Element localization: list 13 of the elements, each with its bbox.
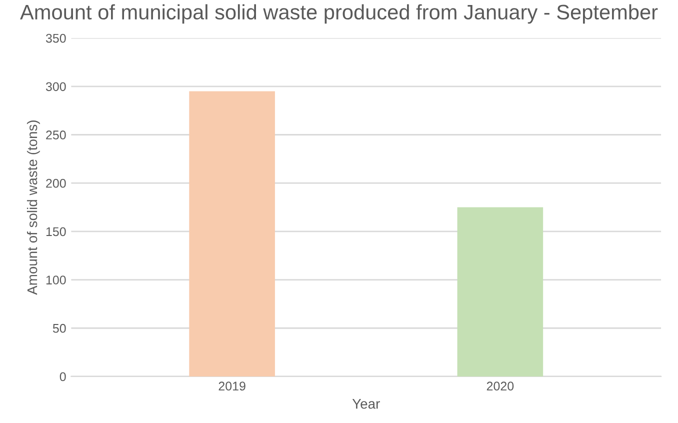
y-tick-label: 50 <box>52 324 66 333</box>
chart-title: Amount of municipal solid waste produced from January - September <box>20 4 658 24</box>
y-axis-title: Amount of solid waste (tons) <box>26 120 40 295</box>
x-tick-label: 2019 <box>218 382 246 391</box>
y-tick-label: 150 <box>46 227 66 236</box>
x-tick-label: 2020 <box>486 382 514 391</box>
y-tick-label: 350 <box>46 34 66 43</box>
x-axis-title: Year <box>352 399 380 409</box>
y-tick-label: 0 <box>60 372 66 382</box>
y-tick-label: 300 <box>46 82 66 92</box>
y-tick-label: 250 <box>46 130 66 140</box>
y-tick-label: 200 <box>46 178 66 188</box>
y-tick-label: 100 <box>46 276 66 284</box>
